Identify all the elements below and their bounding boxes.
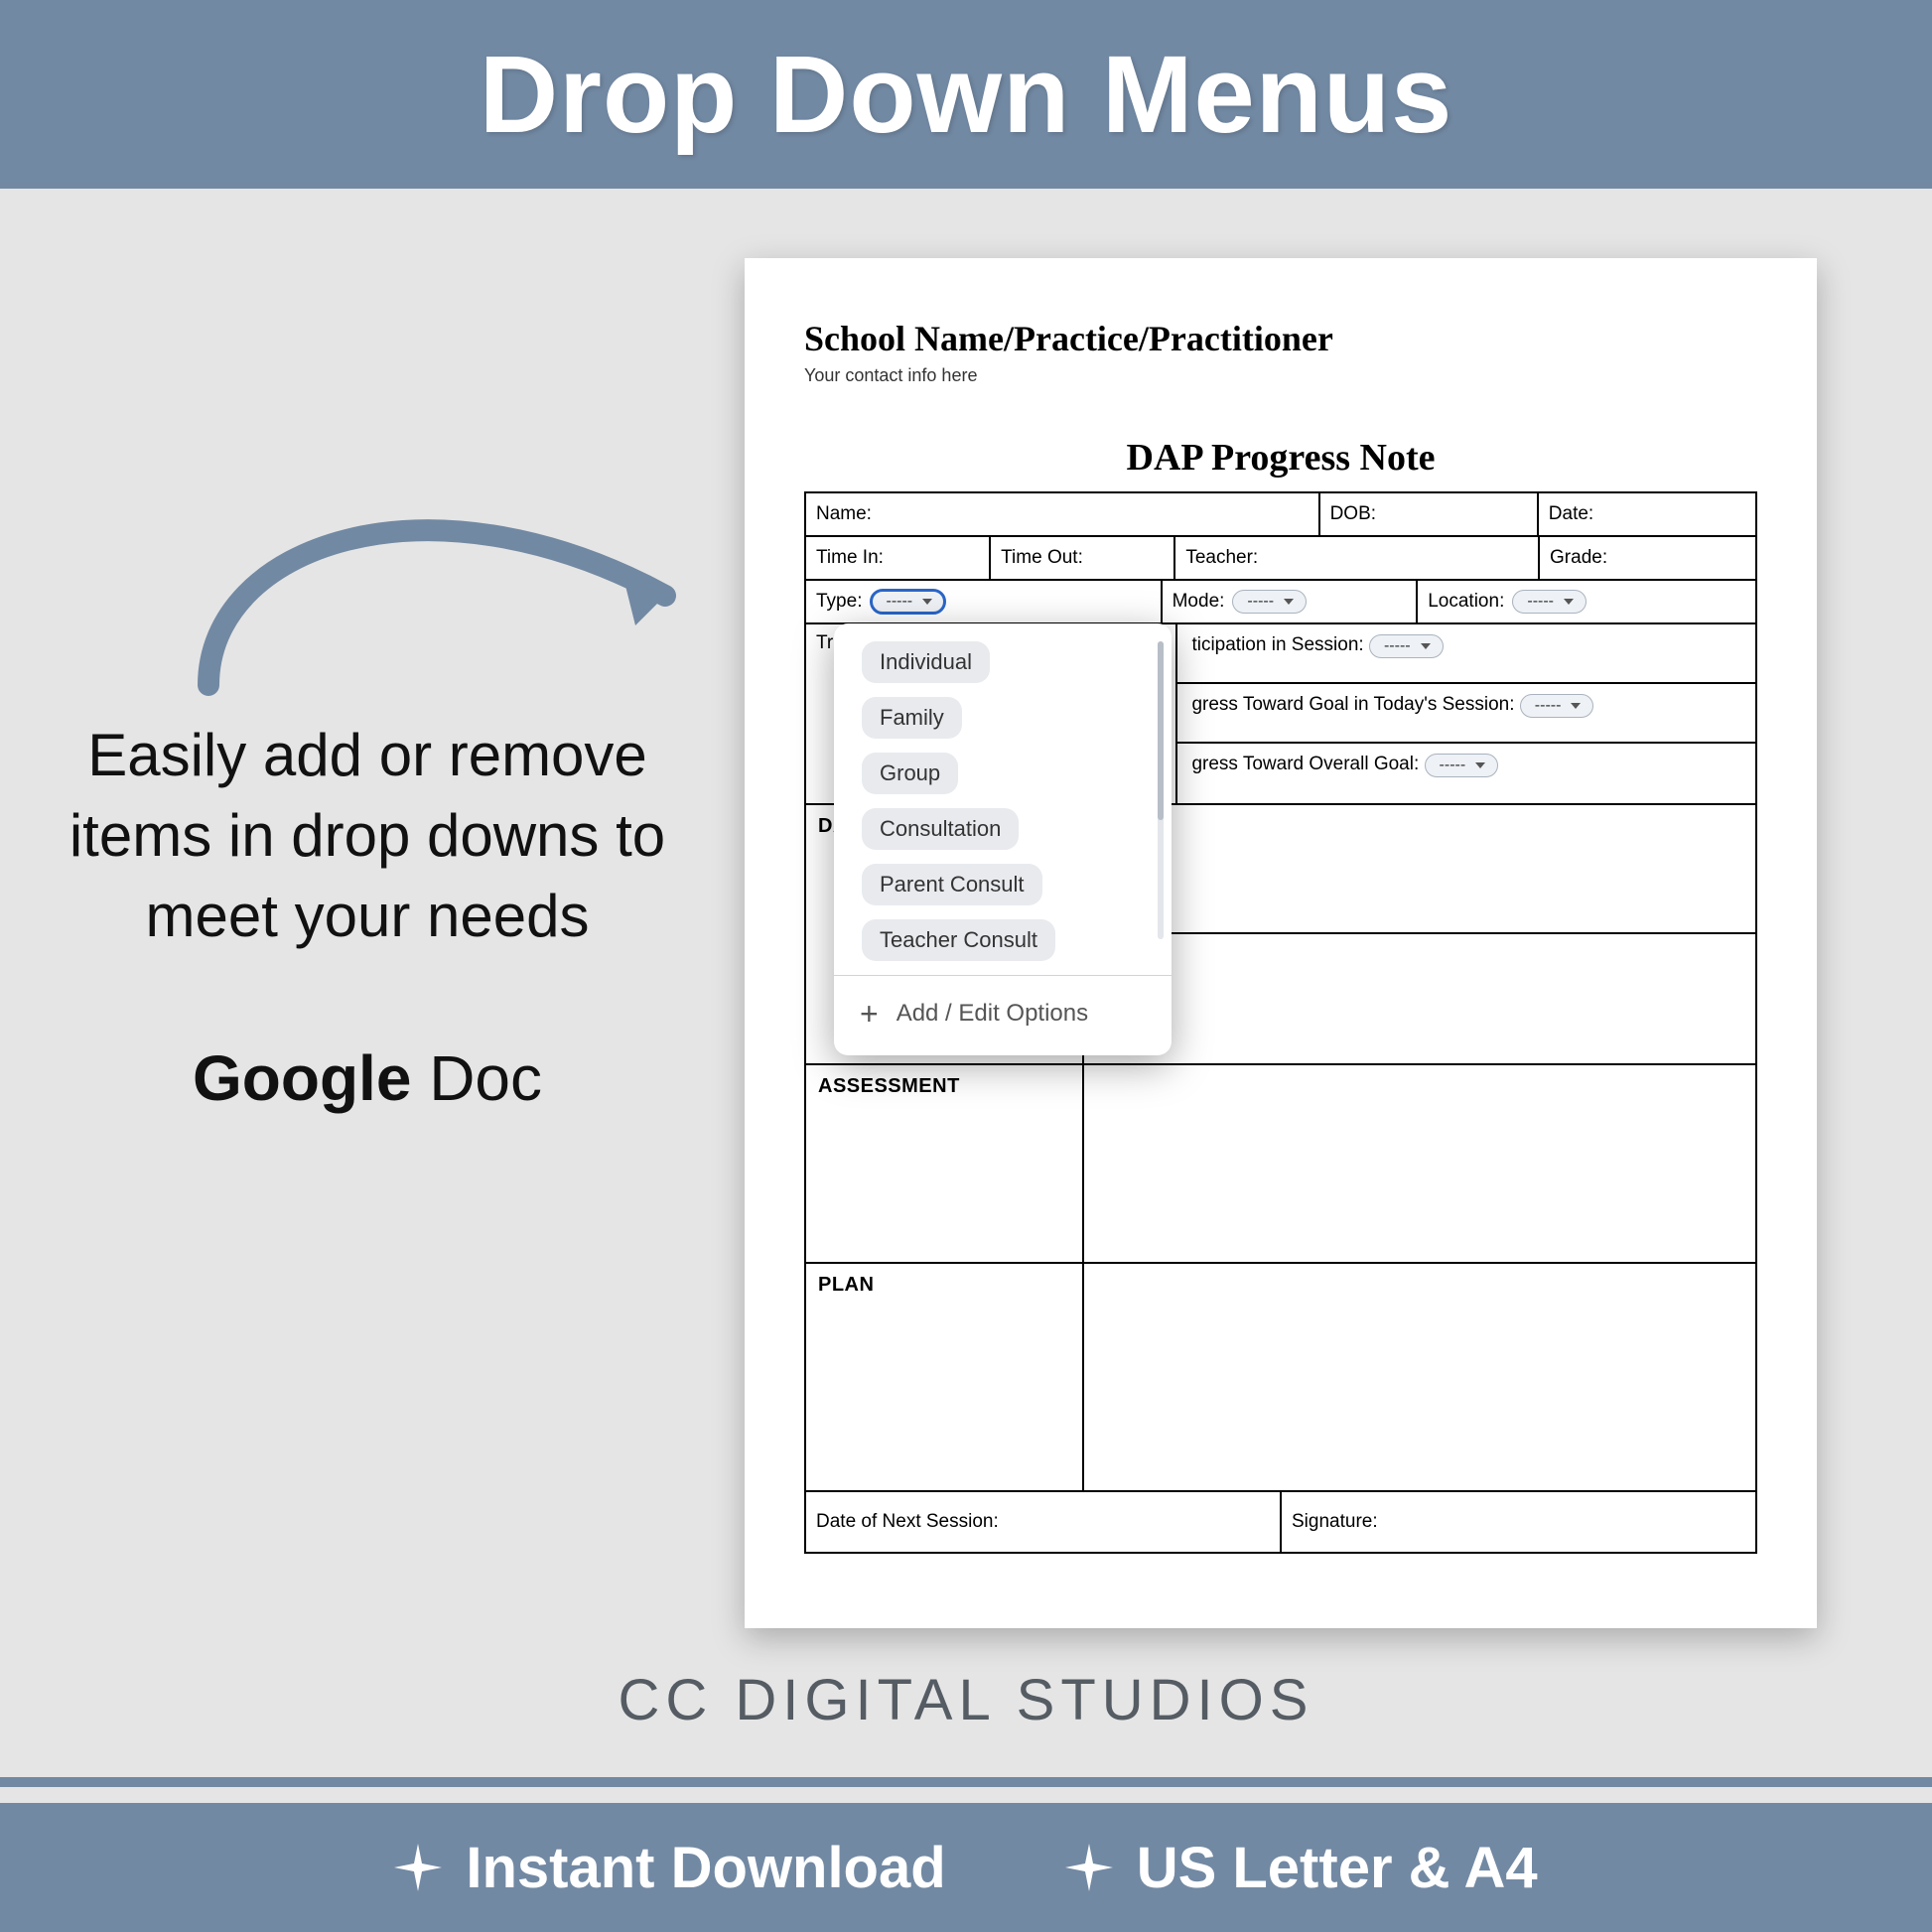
sparkle-icon — [1065, 1844, 1113, 1891]
dropdown-option[interactable]: Parent Consult — [862, 864, 1150, 905]
assessment-body — [1084, 1065, 1755, 1262]
school-name: School Name/Practice/Practitioner — [804, 318, 1757, 359]
mode-dropdown[interactable]: ----- — [1232, 590, 1307, 614]
doc-title: DAP Progress Note — [804, 436, 1757, 480]
footer-text-1: Instant Download — [466, 1835, 945, 1901]
today-progress-dropdown[interactable]: ----- — [1520, 694, 1594, 718]
chevron-down-icon — [922, 599, 932, 605]
scrollbar-thumb[interactable] — [1158, 641, 1164, 820]
callout-arrow — [169, 427, 725, 745]
plus-icon: + — [860, 998, 879, 1030]
location-dropdown[interactable]: ----- — [1512, 590, 1587, 614]
label-time-in: Time In: — [816, 547, 884, 569]
row-name-dob-date: Name: DOB: Date: — [806, 493, 1755, 537]
footer-bar: Instant Download US Letter & A4 — [0, 1803, 1932, 1932]
participation-line: ticipation in Session: ----- — [1177, 624, 1755, 684]
type-dropdown-popover: Individual Family Group Consultation Par… — [834, 623, 1172, 1055]
label-grade: Grade: — [1550, 547, 1607, 569]
footer-item-sizes: US Letter & A4 — [1065, 1835, 1538, 1901]
label-today-progress: gress Toward Goal in Today's Session: — [1191, 694, 1514, 715]
promo-canvas: Drop Down Menus Easily add or remove ite… — [0, 0, 1932, 1932]
label-dob: DOB: — [1330, 503, 1376, 525]
header-title: Drop Down Menus — [480, 32, 1453, 158]
mode-value: ----- — [1247, 593, 1274, 611]
label-teacher: Teacher: — [1185, 547, 1258, 569]
google-bold: Google — [193, 1042, 411, 1114]
label-plan: PLAN — [806, 1264, 1084, 1490]
dropdown-option[interactable]: Family — [862, 697, 1150, 739]
label-type: Type: — [816, 591, 862, 613]
add-edit-label: Add / Edit Options — [897, 1000, 1088, 1028]
caption-block: Easily add or remove items in drop downs… — [60, 715, 675, 1121]
row-time-teacher-grade: Time In: Time Out: Teacher: Grade: — [806, 537, 1755, 581]
dropdown-option[interactable]: Group — [862, 753, 1150, 794]
footer-text-2: US Letter & A4 — [1137, 1835, 1538, 1901]
chevron-down-icon — [1571, 703, 1581, 709]
dropdown-option[interactable]: Consultation — [862, 808, 1150, 850]
footer-item-download: Instant Download — [394, 1835, 945, 1901]
dropdown-option[interactable]: Individual — [862, 641, 1150, 683]
header-bar: Drop Down Menus — [0, 0, 1932, 189]
chevron-down-icon — [1421, 643, 1431, 649]
plan-body — [1084, 1264, 1755, 1490]
label-next-session: Date of Next Session: — [816, 1511, 999, 1533]
overall-progress-dropdown[interactable]: ----- — [1425, 754, 1499, 777]
doc-header: School Name/Practice/Practitioner Your c… — [804, 318, 1757, 386]
contact-info: Your contact info here — [804, 365, 1757, 386]
add-edit-options[interactable]: + Add / Edit Options — [834, 976, 1172, 1055]
footer-divider — [0, 1777, 1932, 1787]
brand-name: CC DIGITAL STUDIOS — [0, 1667, 1932, 1733]
label-assessment: ASSESSMENT — [806, 1065, 1084, 1262]
row-type-mode-location: Type: ----- Mode: ----- Location: ----- — [806, 581, 1755, 624]
label-location: Location: — [1428, 591, 1504, 613]
overall-progress-line: gress Toward Overall Goal: ----- — [1177, 744, 1755, 803]
location-value: ----- — [1527, 593, 1554, 611]
chevron-down-icon — [1564, 599, 1574, 605]
label-mode: Mode: — [1173, 591, 1225, 613]
chevron-down-icon — [1475, 762, 1485, 768]
sparkle-icon — [394, 1844, 442, 1891]
section-plan: PLAN — [806, 1264, 1755, 1492]
caption-text: Easily add or remove items in drop downs… — [60, 715, 675, 956]
label-signature: Signature: — [1292, 1511, 1378, 1533]
chevron-down-icon — [1284, 599, 1294, 605]
row-footer: Date of Next Session: Signature: — [806, 1492, 1755, 1552]
label-overall-progress: gress Toward Overall Goal: — [1191, 754, 1419, 774]
label-time-out: Time Out: — [1001, 547, 1083, 569]
label-participation: ticipation in Session: — [1191, 634, 1363, 655]
type-dropdown[interactable]: ----- — [870, 589, 946, 615]
data-sub-2 — [1084, 934, 1755, 1063]
today-progress-line: gress Toward Goal in Today's Session: --… — [1177, 684, 1755, 744]
google-doc-line: Google Doc — [60, 1035, 675, 1121]
label-date: Date: — [1549, 503, 1593, 525]
participation-dropdown[interactable]: ----- — [1369, 634, 1444, 658]
type-value: ----- — [886, 593, 912, 611]
google-rest: Doc — [411, 1042, 542, 1114]
dropdown-option[interactable]: Teacher Consult — [862, 919, 1150, 961]
label-name: Name: — [816, 503, 872, 525]
data-sub-1 — [1084, 805, 1755, 934]
section-assessment: ASSESSMENT — [806, 1065, 1755, 1264]
